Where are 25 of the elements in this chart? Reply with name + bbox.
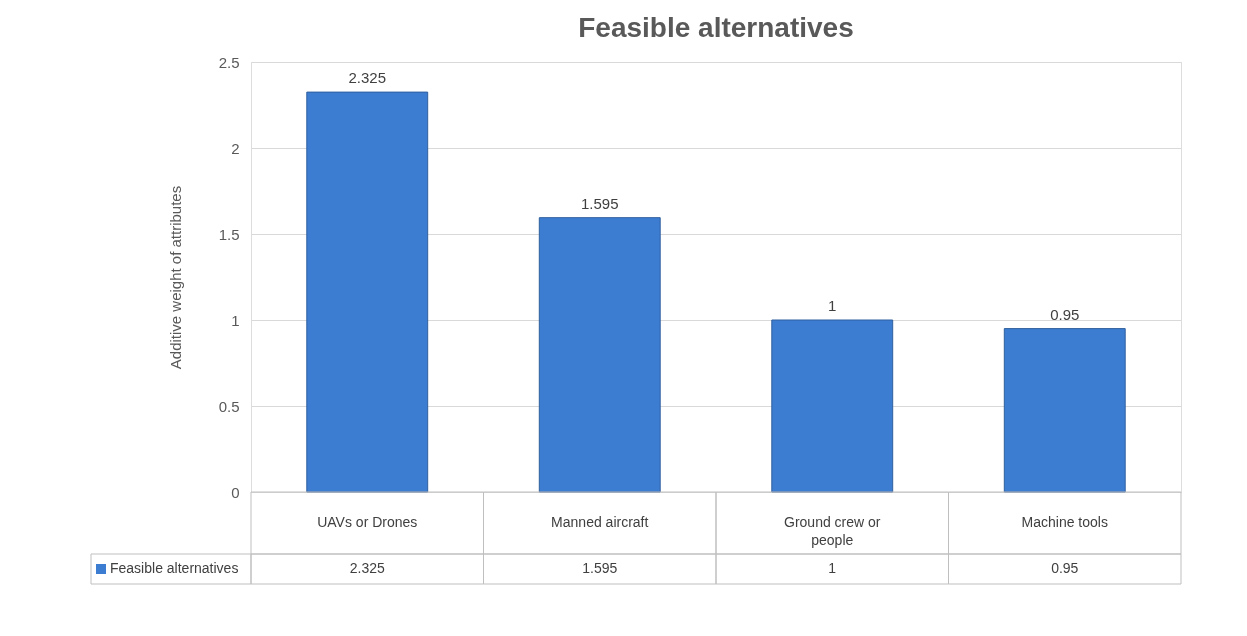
chart-title: Feasible alternatives xyxy=(578,12,854,43)
x-tick-label: Ground crew or people xyxy=(784,514,881,548)
y-tick-label: 2 xyxy=(231,139,240,157)
data-label: 1.595 xyxy=(582,560,618,576)
data-label: 1 xyxy=(828,560,837,576)
data-label: 2.325 xyxy=(349,560,385,576)
bar xyxy=(1003,328,1126,493)
y-tick-label: 0.5 xyxy=(218,397,240,415)
y-tick-label: 2.5 xyxy=(218,53,240,71)
legend-label: Feasible alternatives xyxy=(110,560,239,576)
x-tick-label: Manned aircraft xyxy=(551,514,649,530)
bar xyxy=(306,91,429,493)
y-tick-label: 0 xyxy=(231,483,240,501)
x-tick-label: Machine tools xyxy=(1021,514,1108,530)
bar xyxy=(538,217,661,493)
y-tick-label: 1.5 xyxy=(218,225,240,243)
x-tick-label: UAVs or Drones xyxy=(317,514,418,530)
y-axis-title: Additive weight of attributes xyxy=(166,185,184,370)
text: 2.325 xyxy=(348,69,387,87)
bar xyxy=(771,319,894,493)
y-tick-label: 1 xyxy=(231,311,240,329)
data-label: 0.95 xyxy=(1051,560,1079,576)
text: 0.95 xyxy=(1050,305,1080,323)
text: 1.595 xyxy=(580,194,619,212)
text: 1 xyxy=(828,297,837,314)
